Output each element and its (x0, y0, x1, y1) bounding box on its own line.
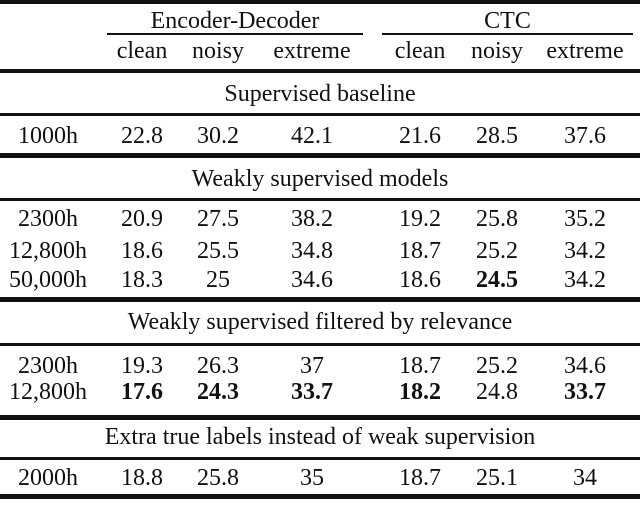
cell-value: 25.2 (476, 238, 518, 264)
cell-value: 25.2 (476, 353, 518, 379)
cell-value: 24.5 (476, 267, 518, 293)
table-row-50000h: 50,000h 18.3 25 34.6 18.6 24.5 34.2 (0, 267, 640, 293)
cell-value: 34 (573, 465, 597, 491)
section3-separator-rule (0, 415, 640, 420)
section4-title-rule (0, 457, 640, 460)
cell-value: 28.5 (476, 123, 518, 149)
cell-value: 27.5 (197, 206, 239, 232)
section-title-filtered-by-relevance: Weakly supervised filtered by relevance (127, 309, 513, 335)
table-row-2000h: 2000h 18.8 25.8 35 18.7 25.1 34 (0, 465, 640, 491)
row-hours: 12,800h (9, 238, 87, 264)
row-hours: 1000h (18, 123, 78, 149)
cell-value: 25.5 (197, 238, 239, 264)
top-rule (0, 0, 640, 4)
cell-value: 18.7 (399, 238, 441, 264)
column-group-encoder-decoder: Encoder-Decoder (150, 8, 320, 34)
subheader-ed-extreme: extreme (273, 38, 351, 64)
cell-value: 35.2 (564, 206, 606, 232)
cell-value: 25.8 (197, 465, 239, 491)
cell-value: 37 (300, 353, 324, 379)
cell-value: 18.2 (399, 379, 441, 405)
section-title-extra-true-labels: Extra true labels instead of weak superv… (104, 424, 536, 450)
cell-value: 34.8 (291, 238, 333, 264)
section-title-supervised-baseline: Supervised baseline (224, 81, 416, 107)
row-hours: 2300h (18, 353, 78, 379)
cell-value: 38.2 (291, 206, 333, 232)
row-hours: 12,800h (9, 379, 87, 405)
cell-value: 18.7 (399, 353, 441, 379)
section3-title-rule (0, 343, 640, 346)
subheader-ed-clean: clean (116, 38, 168, 64)
section-title-weakly-supervised-models: Weakly supervised models (191, 166, 449, 192)
cell-value: 25 (206, 267, 230, 293)
row-hours: 2300h (18, 206, 78, 232)
encoder-decoder-cmidrule (107, 33, 363, 35)
cell-value: 37.6 (564, 123, 606, 149)
table-row-1000h: 1000h 22.8 30.2 42.1 21.6 28.5 37.6 (0, 123, 640, 149)
cell-value: 25.1 (476, 465, 518, 491)
row-hours: 50,000h (9, 267, 87, 293)
cell-value: 30.2 (197, 123, 239, 149)
cell-value: 33.7 (291, 379, 333, 405)
ctc-cmidrule (382, 33, 633, 35)
subheader-empty (0, 38, 96, 64)
cell-value: 26.3 (197, 353, 239, 379)
cell-value: 22.8 (121, 123, 163, 149)
cell-value: 34.2 (564, 238, 606, 264)
cell-value: 18.7 (399, 465, 441, 491)
cell-value: 21.6 (399, 123, 441, 149)
cell-value: 19.3 (121, 353, 163, 379)
column-group-ctc: CTC (484, 8, 531, 34)
subheader-row: clean noisy extreme clean noisy extreme (0, 38, 640, 64)
table-row-2300h-filtered: 2300h 19.3 26.3 37 18.7 25.2 34.6 (0, 353, 640, 379)
table-row-2300h: 2300h 20.9 27.5 38.2 19.2 25.8 35.2 (0, 206, 640, 232)
cell-value: 24.3 (197, 379, 239, 405)
cell-value: 19.2 (399, 206, 441, 232)
cell-value: 24.8 (476, 379, 518, 405)
cell-value: 18.6 (399, 267, 441, 293)
cell-value: 34.6 (564, 353, 606, 379)
section2-title-rule (0, 198, 640, 201)
cell-value: 34.2 (564, 267, 606, 293)
subheader-ctc-extreme: extreme (546, 38, 624, 64)
cell-value: 17.6 (121, 379, 163, 405)
cell-value: 18.6 (121, 238, 163, 264)
section2-separator-rule (0, 297, 640, 302)
cell-value: 42.1 (291, 123, 333, 149)
section1-separator-rule (0, 153, 640, 158)
cell-value: 34.6 (291, 267, 333, 293)
cell-value: 33.7 (564, 379, 606, 405)
row-hours: 2000h (18, 465, 78, 491)
table-row-12800h-filtered: 12,800h 17.6 24.3 33.7 18.2 24.8 33.7 (0, 379, 640, 405)
subheader-ctc-noisy: noisy (470, 38, 523, 64)
section1-title-rule (0, 113, 640, 116)
cell-value: 18.8 (121, 465, 163, 491)
cell-value: 18.3 (121, 267, 163, 293)
bottom-rule (0, 494, 640, 499)
header-bottom-rule (0, 69, 640, 73)
cell-value: 35 (300, 465, 324, 491)
cell-value: 20.9 (121, 206, 163, 232)
cell-value: 25.8 (476, 206, 518, 232)
subheader-ctc-clean: clean (394, 38, 446, 64)
table-row-12800h: 12,800h 18.6 25.5 34.8 18.7 25.2 34.2 (0, 238, 640, 264)
subheader-ed-noisy: noisy (191, 38, 244, 64)
